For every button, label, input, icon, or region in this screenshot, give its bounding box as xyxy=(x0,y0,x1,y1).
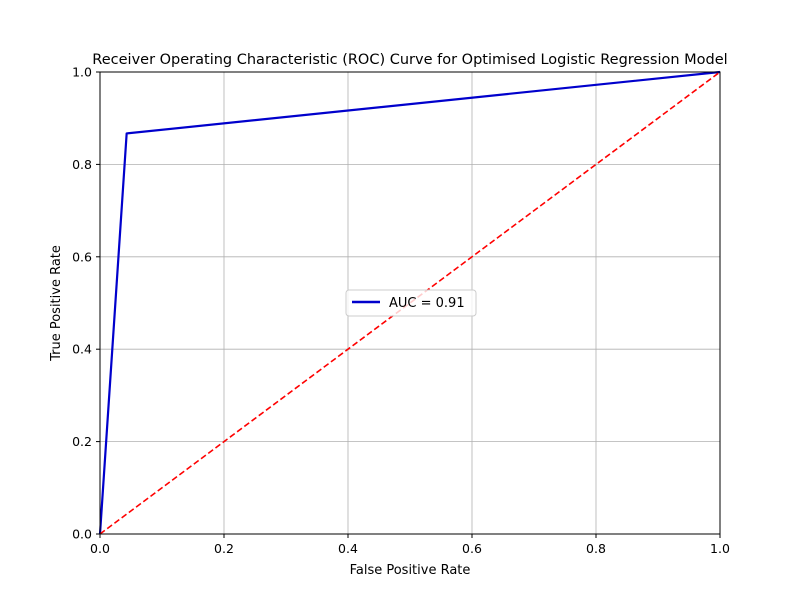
y-tick-label-0: 0.0 xyxy=(72,527,92,542)
series-line-roc xyxy=(98,70,721,535)
x-tick-label-2: 0.4 xyxy=(338,541,358,556)
series-line-baseline xyxy=(99,71,721,535)
y-tick-label-5: 1.0 xyxy=(72,65,92,80)
plot-frame xyxy=(99,71,721,535)
legend: AUC = 0.91 xyxy=(345,289,477,317)
y-tick-label-2: 0.4 xyxy=(72,342,92,357)
x-tick-label-1: 0.2 xyxy=(214,541,234,556)
ticks: 0.0 0.2 0.4 0.6 0.8 1.0 0.0 0.2 0.4 0.6 0.8 1.0 xyxy=(72,65,730,557)
series-layer xyxy=(98,70,721,535)
chart-title: Receiver Operating Characteristic (ROC) … xyxy=(92,52,727,68)
y-tick-label-1: 0.2 xyxy=(72,434,92,449)
x-axis-label: False Positive Rate xyxy=(350,563,471,578)
x-tick-label-3: 0.6 xyxy=(462,541,482,556)
x-tick-label-4: 0.8 xyxy=(586,541,606,556)
legend-entry-auc: AUC = 0.91 xyxy=(389,296,465,311)
axes-frame xyxy=(99,71,721,535)
legend-box xyxy=(345,289,477,317)
y-axis-label: True Positive Rate xyxy=(49,245,64,362)
x-tick-label-5: 1.0 xyxy=(710,541,730,556)
y-tick-label-3: 0.6 xyxy=(72,249,92,264)
x-tick-label-0: 0.0 xyxy=(90,541,110,556)
y-tick-label-4: 0.8 xyxy=(72,157,92,172)
